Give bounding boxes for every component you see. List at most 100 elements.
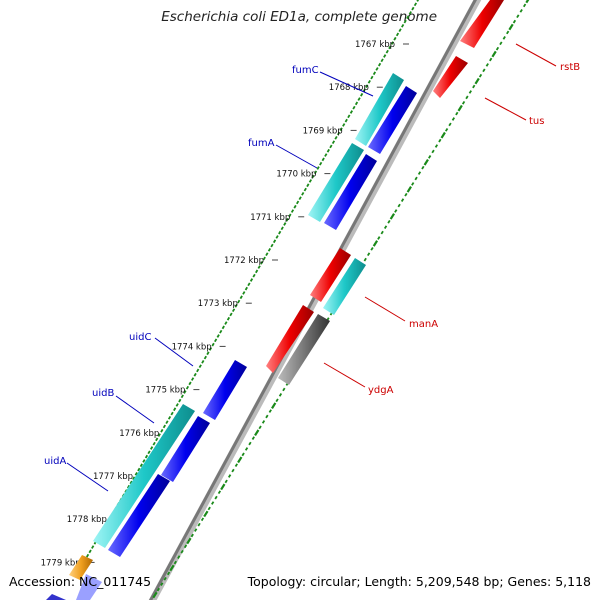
- ruler-tick: [411, 182, 415, 186]
- ruler-tick: [211, 501, 215, 505]
- gene-label: fumC: [292, 65, 319, 76]
- gene-label: rstB: [560, 62, 580, 73]
- tick-label: 1776 kbp: [119, 429, 159, 439]
- ruler-tick: [311, 174, 315, 179]
- gene-feature[interactable]: [93, 404, 195, 548]
- ruler-tick: [411, 6, 415, 11]
- ruler-tick: [413, 2, 418, 7]
- ruler-tick: [404, 192, 408, 197]
- gene-feature[interactable]: [161, 416, 210, 482]
- ruler-tick: [234, 304, 238, 308]
- ruler-tick: [261, 420, 266, 424]
- ruler-tick: [290, 209, 295, 213]
- ruler-tick: [329, 144, 333, 149]
- gene-feature[interactable]: [203, 360, 247, 420]
- ruler-tick: [147, 450, 151, 455]
- gene-feature[interactable]: [278, 314, 330, 385]
- tick-label: 1773 kbp: [198, 299, 238, 309]
- ruler-tick: [400, 198, 405, 202]
- ruler-tick: [249, 278, 254, 282]
- ruler-tick: [455, 111, 459, 116]
- gene-feature[interactable]: [69, 555, 93, 580]
- ruler-tick: [257, 265, 261, 269]
- ruler-tick: [247, 282, 251, 287]
- ruler-tick: [169, 564, 175, 572]
- gene-feature[interactable]: [266, 305, 314, 373]
- gene-feature[interactable]: [323, 258, 366, 315]
- ruler-tick: [296, 200, 300, 205]
- ruler-tick: [393, 36, 397, 41]
- ruler-tick: [499, 41, 503, 46]
- ruler-tick: [132, 476, 136, 480]
- ruler-tick: [260, 260, 264, 265]
- ruler-tick: [326, 148, 330, 153]
- ruler-tick: [285, 217, 289, 222]
- ruler-tick: [139, 463, 143, 468]
- ruler-tick: [423, 158, 429, 166]
- ruler-tick: [237, 299, 241, 304]
- gene-feature[interactable]: [108, 474, 170, 557]
- ruler-tick: [216, 334, 220, 338]
- ruler-tick: [465, 95, 469, 100]
- ruler-tick: [208, 347, 213, 351]
- ruler-tick: [395, 32, 400, 37]
- ruler-tick: [194, 528, 198, 532]
- ruler-tick: [221, 325, 225, 330]
- ruler-tick: [387, 219, 391, 224]
- ruler-tick: [474, 77, 480, 85]
- ruler-tick: [367, 80, 371, 84]
- ruler-tick: [344, 118, 348, 123]
- gene-feature[interactable]: [460, 0, 504, 48]
- ruler-tick: [482, 68, 486, 73]
- gene-feature[interactable]: [76, 574, 102, 600]
- tick-label: 1770 kbp: [276, 170, 316, 180]
- ruler-tick: [457, 104, 463, 112]
- ruler-tick: [288, 213, 292, 218]
- ruler-tick: [377, 62, 382, 67]
- ruler-tick: [160, 428, 164, 433]
- gene-feature[interactable]: [308, 143, 364, 222]
- ruler-tick: [150, 446, 154, 450]
- ruler-tick: [200, 517, 205, 522]
- ruler-tick: [144, 454, 149, 459]
- gene-feature[interactable]: [433, 56, 468, 98]
- ruler-tick: [438, 138, 442, 143]
- ruler-tick: [293, 204, 297, 209]
- ruler-tick: [237, 456, 243, 464]
- gene-label: fumA: [248, 138, 275, 149]
- ruler-tick: [175, 403, 179, 407]
- ruler-tick: [180, 394, 184, 399]
- ruler-tick: [491, 50, 497, 58]
- gene-feature[interactable]: [46, 594, 66, 600]
- ruler-tick: [306, 183, 310, 188]
- ruler-tick: [331, 140, 336, 144]
- ruler-tick: [193, 372, 197, 377]
- ruler-tick: [229, 312, 233, 317]
- ruler-tick: [357, 97, 361, 101]
- ruler-tick: [170, 411, 174, 416]
- ruler-tick: [177, 555, 181, 559]
- ruler-tick: [214, 338, 218, 343]
- ruler-tick: [198, 364, 202, 368]
- gene-feature[interactable]: [324, 154, 377, 230]
- ruler-tick: [308, 179, 313, 183]
- tick-label: 1772 kbp: [224, 256, 264, 266]
- gene-label: uidC: [129, 332, 151, 343]
- ruler-tick: [448, 122, 452, 127]
- ruler-tick: [268, 409, 272, 413]
- ruler-tick: [394, 209, 398, 213]
- ruler-tick: [408, 11, 412, 15]
- ruler-tick: [283, 222, 287, 226]
- ruler-tick: [280, 226, 284, 231]
- gene-feature[interactable]: [310, 248, 351, 302]
- ruler-tick: [489, 57, 493, 62]
- gene-feature[interactable]: [355, 73, 404, 146]
- ruler-tick: [445, 127, 449, 132]
- gene-feature[interactable]: [368, 86, 417, 154]
- ruler-tick: [211, 342, 215, 347]
- ruler-tick: [234, 463, 238, 468]
- ruler-tick: [403, 19, 407, 24]
- gene-label: uidA: [44, 456, 66, 467]
- ruler-tick: [270, 243, 274, 248]
- ruler-tick: [440, 131, 446, 139]
